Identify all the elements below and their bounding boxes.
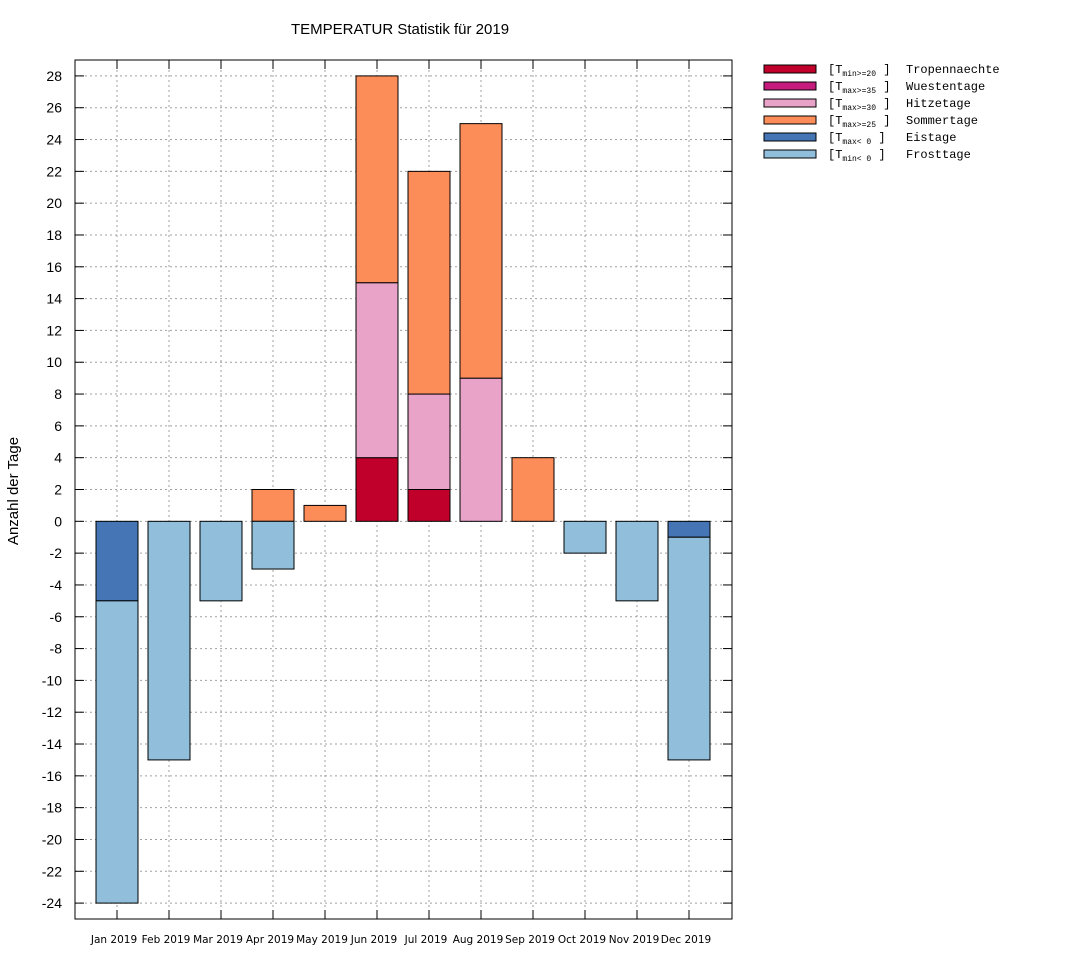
legend-swatch bbox=[763, 132, 817, 142]
y-tick-label: -2 bbox=[50, 545, 63, 561]
bar-sommertage-jun-2019 bbox=[355, 75, 399, 284]
legend-entry: [Tmax>=35 ] bbox=[828, 80, 890, 96]
y-tick-label: -24 bbox=[42, 895, 62, 911]
legend-swatch bbox=[763, 149, 817, 159]
bar-sommertage-sep-2019 bbox=[511, 457, 555, 522]
legend-swatch bbox=[763, 64, 817, 74]
bar-frosttage-dec-2019 bbox=[667, 536, 711, 761]
y-tick-label: -18 bbox=[42, 800, 62, 816]
y-tick-label: -8 bbox=[50, 641, 63, 657]
bar-hitzetage-jul-2019 bbox=[407, 393, 451, 490]
y-tick-label: 26 bbox=[46, 100, 62, 116]
bar-hitzetage-jun-2019 bbox=[355, 282, 399, 459]
x-tick-label: Mar 2019 bbox=[193, 934, 243, 946]
y-tick-label: 20 bbox=[46, 195, 62, 211]
legend-entry: [Tmax>=25 ] bbox=[828, 114, 890, 130]
y-tick-label: -14 bbox=[42, 736, 62, 752]
x-tick-label: Aug 2019 bbox=[453, 934, 504, 946]
y-tick-label: 12 bbox=[46, 322, 62, 338]
x-tick-label: Dec 2019 bbox=[661, 934, 711, 946]
y-tick-label: 2 bbox=[54, 482, 62, 498]
y-tick-label: 10 bbox=[46, 354, 62, 370]
legend-swatch bbox=[763, 98, 817, 108]
y-tick-label: 8 bbox=[54, 386, 62, 402]
bar-sommertage-may-2019 bbox=[303, 504, 347, 522]
y-tick-label: -22 bbox=[42, 863, 62, 879]
y-tick-label: -16 bbox=[42, 768, 62, 784]
legend-entry: [Tmin< 0 ] bbox=[828, 148, 886, 164]
x-tick-label: Feb 2019 bbox=[142, 934, 191, 946]
y-tick-label: -4 bbox=[50, 577, 63, 593]
legend-label: Eistage bbox=[906, 131, 956, 145]
y-tick-label: 22 bbox=[46, 163, 62, 179]
x-tick-label: Jun 2019 bbox=[350, 934, 397, 946]
y-tick-label: 14 bbox=[46, 291, 62, 307]
x-tick-label: Oct 2019 bbox=[558, 934, 606, 946]
bars bbox=[95, 75, 711, 904]
legend: [Tmin>=20 ] Tropennaechte [Tmax>=35 ] Wuest… bbox=[763, 63, 1000, 164]
bar-frosttage-jan-2019 bbox=[95, 600, 139, 904]
bar-sommertage-aug-2019 bbox=[459, 123, 503, 379]
y-tick-label: 24 bbox=[46, 132, 62, 148]
bar-sommertage-jul-2019 bbox=[407, 170, 451, 395]
legend-swatch bbox=[763, 81, 817, 91]
bar-eistage-jan-2019 bbox=[95, 520, 139, 602]
y-tick-label: -20 bbox=[42, 831, 62, 847]
legend-label: Hitzetage bbox=[906, 97, 971, 111]
legend-entry: [Tmin>=20 ] bbox=[828, 63, 890, 79]
y-tick-label: 16 bbox=[46, 259, 62, 275]
bar-tropennaechte-jun-2019 bbox=[355, 457, 399, 522]
legend-label: Sommertage bbox=[906, 114, 978, 128]
bar-sommertage-apr-2019 bbox=[251, 489, 295, 522]
y-tick-label: -6 bbox=[50, 609, 63, 625]
legend-label: Tropennaechte bbox=[906, 63, 1000, 77]
y-tick-label: 4 bbox=[54, 450, 62, 466]
bar-eistage-dec-2019 bbox=[667, 520, 711, 538]
bar-frosttage-nov-2019 bbox=[615, 520, 659, 602]
grid bbox=[75, 60, 732, 919]
legend-label: Frosttage bbox=[906, 148, 971, 162]
plot-frame bbox=[74, 59, 733, 920]
y-tick-label: -12 bbox=[42, 704, 62, 720]
legend-swatch bbox=[763, 115, 817, 125]
bar-frosttage-feb-2019 bbox=[147, 520, 191, 761]
y-tick-label: 6 bbox=[54, 418, 62, 434]
y-tick-label: -10 bbox=[42, 672, 62, 688]
y-tick-label: 0 bbox=[54, 513, 62, 529]
axes: 2826242220181614121086420-2-4-6-8-10-12-… bbox=[42, 59, 733, 946]
x-tick-label: Nov 2019 bbox=[609, 934, 660, 946]
legend-entry: [Tmax< 0 ] bbox=[828, 131, 886, 147]
y-axis-label: Anzahl der Tage bbox=[5, 437, 22, 545]
x-tick-label: Jan 2019 bbox=[90, 934, 137, 946]
bar-hitzetage-aug-2019 bbox=[459, 377, 503, 522]
bar-frosttage-apr-2019 bbox=[251, 520, 295, 570]
x-tick-label: Sep 2019 bbox=[505, 934, 555, 946]
y-tick-label: 28 bbox=[46, 68, 62, 84]
chart-title: TEMPERATUR Statistik für 2019 bbox=[291, 21, 509, 38]
x-tick-label: Jul 2019 bbox=[404, 934, 448, 946]
x-tick-label: Apr 2019 bbox=[246, 934, 294, 946]
x-tick-label: May 2019 bbox=[296, 934, 348, 946]
bar-tropennaechte-jul-2019 bbox=[407, 489, 451, 522]
legend-entry: [Tmax>=30 ] bbox=[828, 97, 890, 113]
bar-frosttage-mar-2019 bbox=[199, 520, 243, 602]
legend-label: Wuestentage bbox=[906, 80, 985, 94]
y-tick-label: 18 bbox=[46, 227, 62, 243]
bar-frosttage-oct-2019 bbox=[563, 520, 607, 554]
